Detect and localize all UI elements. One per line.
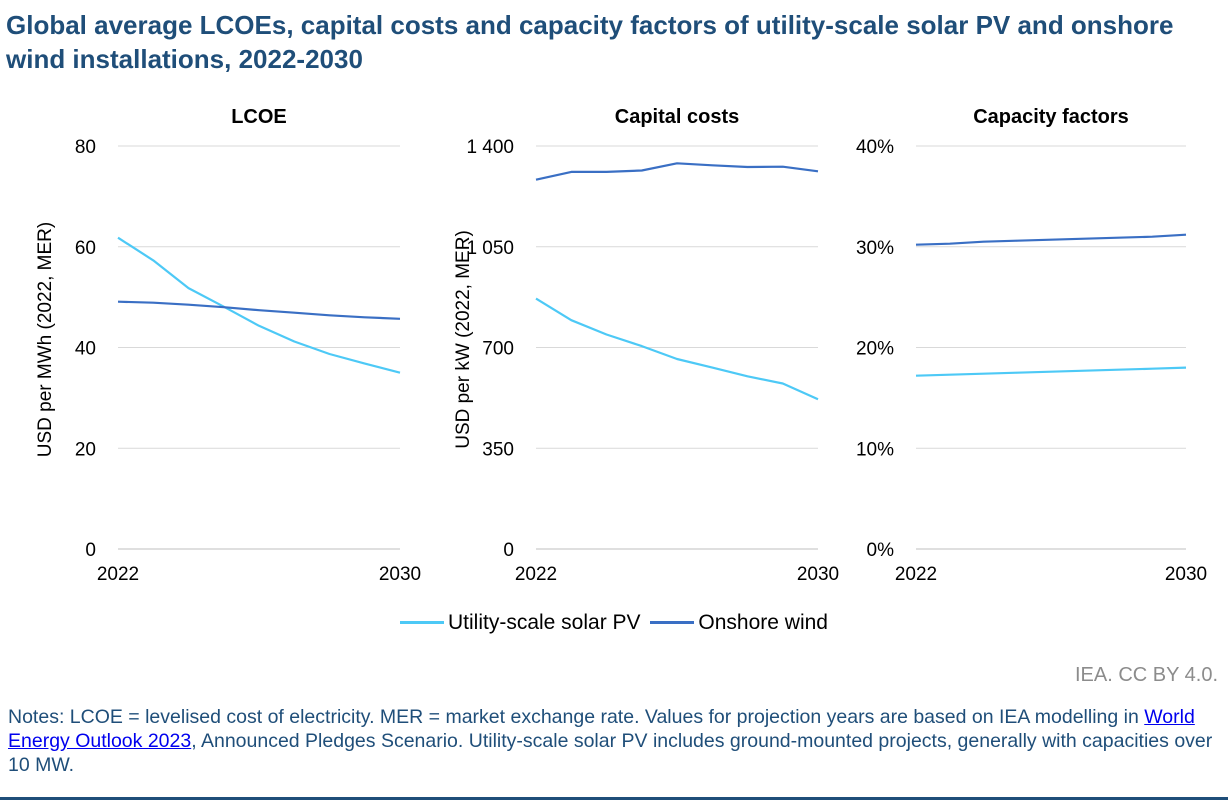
credit-text: IEA. CC BY 4.0. [1074,664,1218,686]
y-tick-label: 1 400 [466,137,514,158]
bottom-divider [0,797,1228,800]
x-tick-label: 2030 [797,564,839,585]
y-axis-label: USD per MWh (2022, MER) [35,222,56,457]
y-tick-label: 40 [75,339,96,360]
chart-panel-1: 0 350 700 1 050 1 400 2022 2030 Capital costs US… [453,106,839,585]
series-line-utility-scale-solar-pv [915,366,1187,377]
y-tick-label: 0% [867,540,895,561]
notes-text-before: Notes: LCOE = levelised cost of electric… [8,706,1145,728]
series-line-onshore-wind [117,300,401,320]
chart-panel-0: 0 20 40 60 80 2022 2030 LCOE USD per MWh (2022, … [35,106,421,585]
panel-title: Capital costs [615,106,739,128]
y-axis-label: USD per kW (2022, MER) [453,230,474,449]
y-tick-label: 20% [856,339,894,360]
panel-title: Capacity factors [973,106,1129,128]
y-tick-label: 30% [856,238,894,259]
notes-text-after: , Announced Pledges Scenario. Utility-sc… [8,730,1213,776]
y-tick-label: 0 [85,540,96,561]
x-tick-label: 2030 [1165,564,1207,585]
y-tick-label: 0 [503,540,514,561]
chart-panel-2: 0% 10% 20% 30% 40% 2022 2030 Capacity factors [856,106,1207,585]
x-tick-label: 2030 [379,564,421,585]
series-line-utility-scale-solar-pv [535,297,819,401]
legend-label-solar: Utility-scale solar PV [448,610,641,634]
y-tick-label: 60 [75,238,96,259]
legend-label-wind: Onshore wind [698,610,828,634]
x-tick-label: 2022 [895,564,937,585]
charts-area: 0 20 40 60 80 2022 2030 LCOE USD per MWh (2022, … [35,106,1207,585]
y-tick-label: 700 [482,339,514,360]
series-line-utility-scale-solar-pv [117,236,401,374]
x-tick-label: 2022 [97,564,139,585]
y-tick-label: 1 050 [466,238,514,259]
legend-swatch-wind [650,621,695,624]
y-tick-label: 80 [75,137,96,158]
y-tick-label: 350 [482,439,514,460]
legend: Utility-scale solar PV Onshore wind [0,606,1228,635]
y-tick-label: 10% [856,439,894,460]
world-energy-outlook-link[interactable]: World Energy Outlook 2023 [8,706,1195,752]
y-tick-label: 40% [856,137,894,158]
panel-title: LCOE [231,106,287,128]
legend-swatch-solar [400,621,444,624]
notes: Notes: LCOE = levelised cost of electric… [8,705,1218,777]
x-tick-label: 2022 [515,564,557,585]
legend-item-solar: Utility-scale solar PV [400,611,641,635]
y-tick-label: 20 [75,439,96,460]
series-line-onshore-wind [915,233,1187,246]
series-line-onshore-wind [535,162,819,181]
chart-title: Global average LCOEs, capital costs and … [6,10,1174,74]
legend-item-wind: Onshore wind [650,611,828,635]
